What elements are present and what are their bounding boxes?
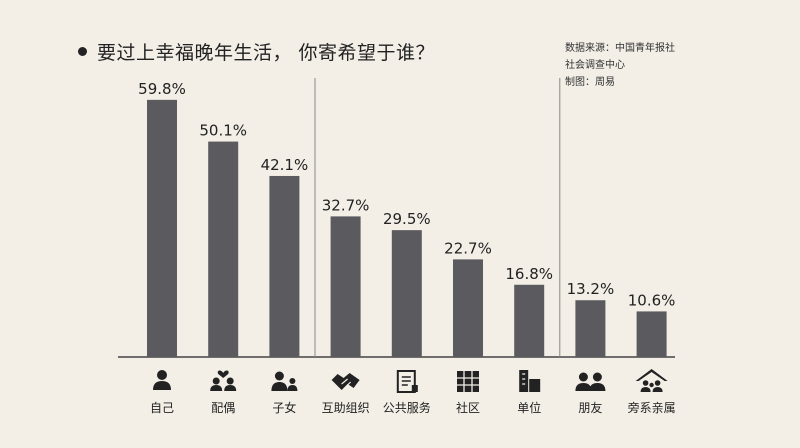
bullet-dot (78, 47, 87, 56)
category-label: 社区 (456, 400, 480, 415)
bar (269, 175, 300, 357)
source-line: 数据来源：中国青年报社 (565, 43, 675, 54)
friends-icon (575, 372, 606, 391)
category-label: 单位 (517, 400, 541, 415)
category-label: 配偶 (211, 401, 235, 415)
source-line: 社会调查中心 (565, 60, 625, 71)
chart-title: 要过上幸福晚年生活， 你寄希望于谁？ (97, 42, 436, 64)
document-icon (396, 370, 418, 393)
handshake-icon (331, 373, 360, 390)
bar-value-label: 13.2% (567, 280, 615, 298)
source-note: 数据来源：中国青年报社 社会调查中心 制图：周易 (565, 40, 675, 91)
source-line: 制图：周易 (565, 77, 615, 88)
bar (147, 99, 177, 358)
bar-value-label: 16.8% (505, 265, 553, 283)
bar-value-label: 10.6% (628, 291, 676, 309)
bar (575, 300, 606, 357)
category-label: 公共服务 (383, 400, 431, 415)
bar-value-label: 50.1% (199, 122, 247, 140)
bar (208, 141, 239, 357)
house-family-icon (635, 369, 668, 392)
couple-heart-icon (210, 370, 237, 391)
bar-value-label: 42.1% (261, 156, 309, 174)
bar (636, 311, 667, 357)
bar (330, 216, 361, 357)
category-label: 互助组织 (322, 401, 370, 415)
category-label: 自己 (150, 401, 174, 415)
building-icon (457, 371, 479, 392)
bar (453, 259, 483, 357)
parent-child-icon (271, 371, 298, 391)
category-label: 子女 (272, 400, 296, 415)
category-label: 旁系亲属 (628, 400, 676, 415)
bar-value-label: 59.8% (138, 80, 186, 98)
category-label: 朋友 (578, 401, 602, 415)
title-row: 要过上幸福晚年生活， 你寄希望于谁？ (78, 38, 435, 65)
bar-value-label: 22.7% (444, 239, 492, 257)
bar-value-label: 29.5% (383, 210, 431, 228)
bar (514, 284, 545, 357)
bar (391, 230, 422, 357)
person-icon (153, 370, 171, 390)
bar-value-label: 32.7% (322, 196, 370, 214)
office-building-icon (519, 370, 541, 392)
